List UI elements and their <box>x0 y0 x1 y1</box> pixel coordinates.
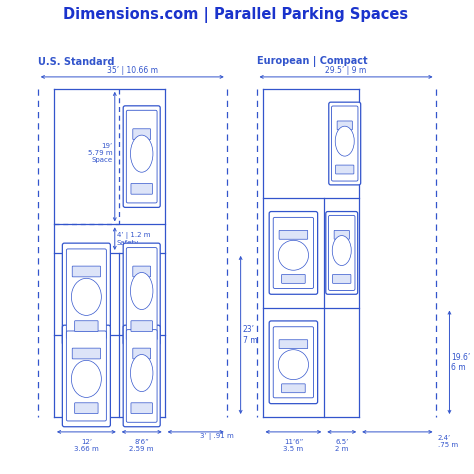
FancyBboxPatch shape <box>66 331 106 421</box>
Text: U.S. Standard: U.S. Standard <box>38 57 114 67</box>
Text: 19.6’
6 m: 19.6’ 6 m <box>451 353 471 372</box>
FancyBboxPatch shape <box>331 106 358 181</box>
Text: Dimensions.com | Parallel Parking Spaces: Dimensions.com | Parallel Parking Spaces <box>63 7 408 23</box>
FancyBboxPatch shape <box>269 321 318 404</box>
Ellipse shape <box>72 360 101 397</box>
FancyBboxPatch shape <box>66 249 106 339</box>
Ellipse shape <box>72 278 101 315</box>
Ellipse shape <box>278 350 309 380</box>
FancyBboxPatch shape <box>328 215 355 291</box>
Ellipse shape <box>278 240 309 270</box>
Text: 6.5’
2 m: 6.5’ 2 m <box>335 439 348 452</box>
FancyBboxPatch shape <box>133 266 151 277</box>
FancyBboxPatch shape <box>279 230 308 239</box>
FancyBboxPatch shape <box>75 321 98 331</box>
FancyBboxPatch shape <box>336 165 354 174</box>
Text: 8’6”
2.59 m: 8’6” 2.59 m <box>129 439 154 452</box>
FancyBboxPatch shape <box>279 340 308 348</box>
FancyBboxPatch shape <box>337 121 352 130</box>
FancyBboxPatch shape <box>282 384 305 393</box>
Text: 2.4’
.75 m: 2.4’ .75 m <box>438 435 458 448</box>
FancyBboxPatch shape <box>334 230 349 239</box>
FancyBboxPatch shape <box>273 218 314 289</box>
FancyBboxPatch shape <box>123 243 160 345</box>
Text: 35’ | 10.66 m: 35’ | 10.66 m <box>107 66 158 75</box>
Ellipse shape <box>130 273 153 310</box>
Text: European | Compact: European | Compact <box>256 56 367 67</box>
Text: 3’ | .91 m: 3’ | .91 m <box>200 433 233 440</box>
FancyBboxPatch shape <box>127 329 157 422</box>
FancyBboxPatch shape <box>75 403 98 413</box>
FancyBboxPatch shape <box>127 110 157 203</box>
FancyBboxPatch shape <box>63 325 110 427</box>
Text: 4’ | 1.2 m
Safety: 4’ | 1.2 m Safety <box>117 232 150 246</box>
FancyBboxPatch shape <box>273 327 314 398</box>
FancyBboxPatch shape <box>72 348 100 359</box>
FancyBboxPatch shape <box>131 183 153 194</box>
FancyBboxPatch shape <box>63 243 110 345</box>
FancyBboxPatch shape <box>133 129 151 139</box>
Ellipse shape <box>130 355 153 392</box>
Ellipse shape <box>335 126 354 156</box>
FancyBboxPatch shape <box>282 274 305 283</box>
Text: 29.5’ | 9 m: 29.5’ | 9 m <box>326 66 367 75</box>
FancyBboxPatch shape <box>326 211 358 294</box>
FancyBboxPatch shape <box>133 348 151 359</box>
FancyBboxPatch shape <box>127 247 157 340</box>
FancyBboxPatch shape <box>329 102 361 185</box>
Ellipse shape <box>332 236 351 265</box>
FancyBboxPatch shape <box>123 325 160 427</box>
Text: 19’
5.79 m
Space: 19’ 5.79 m Space <box>88 143 113 163</box>
Text: 12’
3.66 m: 12’ 3.66 m <box>74 439 99 452</box>
Text: 11’6”
3.5 m: 11’6” 3.5 m <box>283 439 303 452</box>
FancyBboxPatch shape <box>333 274 351 283</box>
FancyBboxPatch shape <box>72 266 100 277</box>
FancyBboxPatch shape <box>123 106 160 208</box>
Ellipse shape <box>130 135 153 172</box>
FancyBboxPatch shape <box>131 403 153 413</box>
Text: 23’
7 m: 23’ 7 m <box>243 325 257 345</box>
FancyBboxPatch shape <box>131 321 153 331</box>
FancyBboxPatch shape <box>269 211 318 294</box>
